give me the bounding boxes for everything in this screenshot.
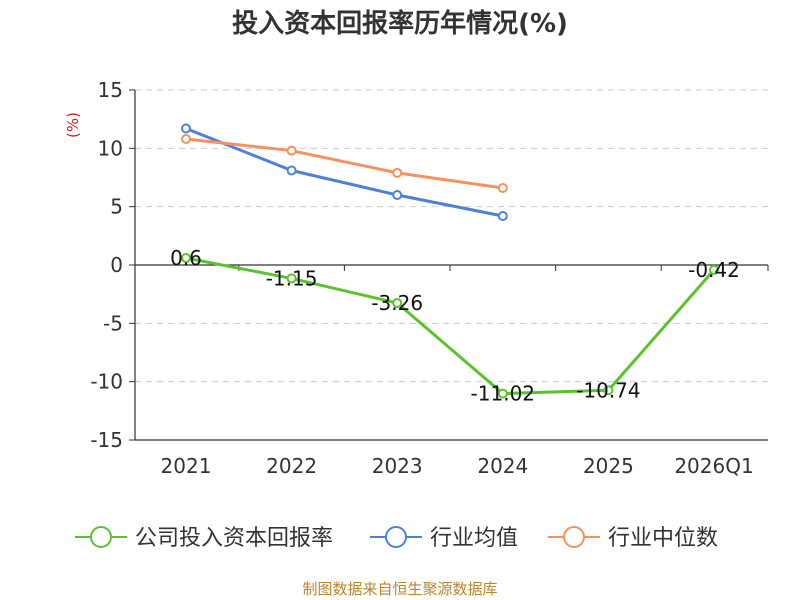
data-label: -3.26 bbox=[371, 291, 423, 315]
data-point bbox=[181, 134, 191, 144]
y-tick-label: 15 bbox=[98, 78, 123, 102]
data-point bbox=[181, 123, 191, 134]
series-points bbox=[181, 123, 719, 399]
y-tick-label: 0 bbox=[110, 253, 123, 277]
data-point bbox=[286, 273, 297, 284]
data-label: -1.15 bbox=[266, 266, 318, 290]
axes: 15 10 5 0 -5 -10 -15 2021 2022 2023 2024 2025 2026Q1 bbox=[90, 78, 769, 478]
data-point bbox=[392, 298, 403, 309]
y-tick-label: -5 bbox=[103, 311, 123, 335]
y-axis-label: (%) bbox=[64, 112, 82, 138]
data-point bbox=[497, 211, 508, 221]
series-line bbox=[185, 127, 504, 218]
chart-title: 投入资本回报率历年情况(%) bbox=[232, 8, 568, 39]
legend-label: 行业均值 bbox=[430, 526, 518, 551]
legend-marker bbox=[90, 526, 112, 548]
data-labels: 0.6 -1.15 -3.26 -11.02 -10.74 -0.42 bbox=[170, 246, 740, 406]
data-point bbox=[286, 165, 297, 176]
x-tick-label: 2022 bbox=[266, 454, 317, 478]
source-note: 制图数据来自恒生聚源数据库 bbox=[302, 580, 497, 598]
series-line bbox=[185, 137, 504, 190]
series-line bbox=[185, 256, 716, 396]
x-tick-label: 2026Q1 bbox=[674, 454, 753, 478]
x-tick-label: 2023 bbox=[372, 454, 423, 478]
legend-label: 行业中位数 bbox=[608, 526, 718, 551]
x-tick-label: 2021 bbox=[161, 454, 212, 478]
data-point bbox=[497, 183, 508, 193]
data-point bbox=[181, 253, 191, 263]
data-label: -10.74 bbox=[576, 378, 640, 402]
x-tick-label: 2024 bbox=[477, 454, 528, 478]
x-tick-label: 2025 bbox=[583, 454, 634, 478]
legend-label: 公司投入资本回报率 bbox=[135, 526, 333, 551]
y-tick-label: -10 bbox=[90, 370, 123, 394]
legend-marker bbox=[385, 526, 407, 548]
data-point bbox=[286, 145, 297, 156]
data-point bbox=[709, 264, 719, 275]
legend: 公司投入资本回报率 行业均值 行业中位数 bbox=[75, 526, 718, 551]
legend-marker bbox=[563, 526, 585, 548]
y-tick-label: -15 bbox=[90, 428, 123, 452]
data-point bbox=[497, 388, 508, 399]
data-label: 0.6 bbox=[170, 246, 202, 270]
data-point bbox=[392, 190, 403, 200]
data-label: -0.42 bbox=[688, 258, 740, 282]
data-label: -11.02 bbox=[471, 382, 535, 406]
y-tick-label: 5 bbox=[110, 195, 123, 219]
data-point bbox=[392, 167, 403, 178]
data-point bbox=[603, 385, 614, 396]
y-tick-label: 10 bbox=[98, 136, 123, 160]
series-lines bbox=[185, 127, 716, 396]
